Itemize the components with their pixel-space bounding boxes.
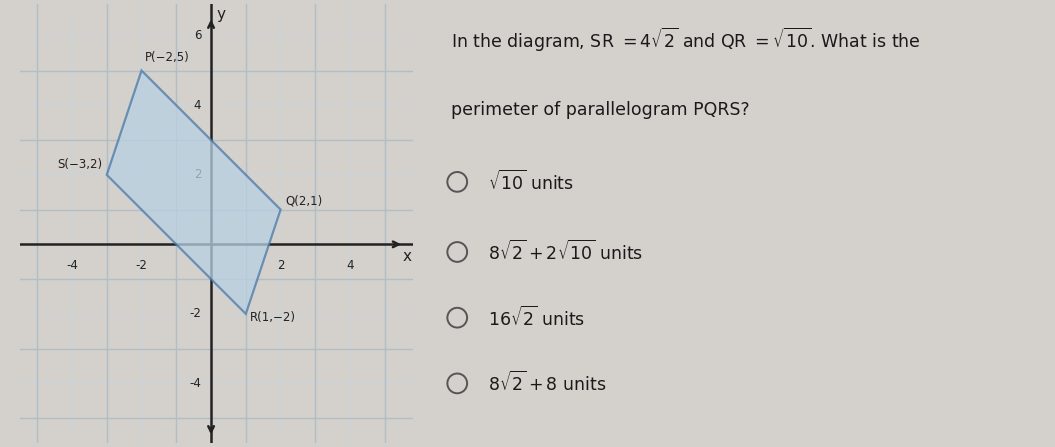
Text: -4: -4 (190, 377, 202, 390)
Text: R(1,−2): R(1,−2) (250, 311, 296, 324)
Text: In the diagram, SR $= 4\sqrt{2}$ and QR $= \sqrt{10}$. What is the: In the diagram, SR $= 4\sqrt{2}$ and QR … (452, 26, 921, 55)
Text: 2: 2 (276, 259, 285, 272)
Text: 4: 4 (194, 99, 202, 112)
Text: 6: 6 (194, 29, 202, 42)
Text: perimeter of parallelogram PQRS?: perimeter of parallelogram PQRS? (452, 101, 750, 119)
Text: $8\sqrt{2} + 2\sqrt{10}$ units: $8\sqrt{2} + 2\sqrt{10}$ units (488, 240, 644, 264)
Text: -2: -2 (136, 259, 148, 272)
Text: Q(2,1): Q(2,1) (286, 195, 323, 208)
Text: x: x (403, 249, 413, 264)
Text: $16\sqrt{2}$ units: $16\sqrt{2}$ units (488, 306, 586, 330)
Text: $8\sqrt{2} + 8$ units: $8\sqrt{2} + 8$ units (488, 371, 607, 396)
Text: y: y (216, 7, 226, 22)
Text: P(−2,5): P(−2,5) (145, 51, 190, 64)
Text: -4: -4 (66, 259, 78, 272)
Text: 2: 2 (194, 169, 202, 181)
Text: $\sqrt{10}$ units: $\sqrt{10}$ units (488, 170, 574, 194)
Text: S(−3,2): S(−3,2) (57, 158, 102, 171)
Text: 4: 4 (346, 259, 353, 272)
Polygon shape (107, 71, 281, 314)
Text: -2: -2 (190, 308, 202, 320)
